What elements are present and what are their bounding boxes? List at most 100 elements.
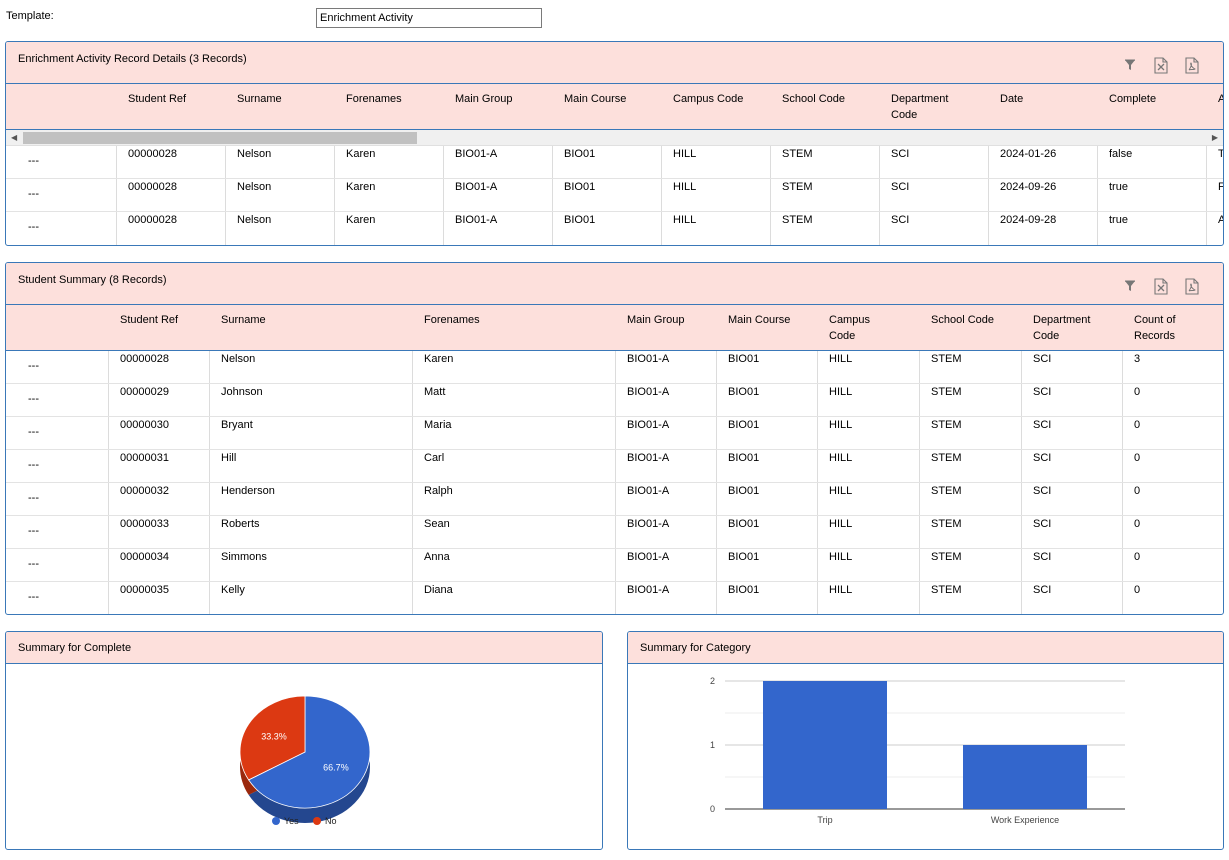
cell-school-code: STEM	[931, 485, 962, 497]
table-row[interactable]: --- 00000028 Nelson Karen BIO01-A BIO01 HILL ST…	[6, 351, 1223, 384]
column-header-complete[interactable]: Complete	[1109, 93, 1157, 105]
table-row[interactable]: --- 00000031 Hill Carl BIO01-A BIO01 HILL STEM S…	[6, 450, 1223, 483]
pie-data-label-no: 33.3%	[261, 732, 287, 742]
student-summary-header: Student Summary (8 Records)	[6, 263, 1223, 305]
row-marker[interactable]: ---	[28, 492, 39, 504]
column-header-student-ref[interactable]: Student Ref	[120, 314, 179, 326]
column-header-main-course[interactable]: Main Course	[564, 93, 627, 105]
column-divider	[879, 179, 880, 211]
column-divider	[879, 212, 880, 245]
column-divider	[615, 384, 616, 416]
cell-main-course: BIO01	[564, 214, 596, 226]
column-header-count-of-records[interactable]: Count of Records	[1134, 314, 1176, 342]
pie-slice-yes[interactable]	[248, 695, 371, 809]
column-header-main-group[interactable]: Main Group	[455, 93, 513, 105]
cell-school-code: STEM	[931, 419, 962, 431]
cell-campus-code: HILL	[829, 551, 853, 563]
pdf-export-icon[interactable]	[1183, 56, 1201, 74]
column-divider	[1206, 212, 1207, 245]
row-marker[interactable]: ---	[28, 459, 39, 471]
cell-surname: Bryant	[221, 419, 253, 431]
scroll-left-arrow-icon[interactable]: ◀	[11, 133, 18, 142]
cell-forenames: Carl	[424, 452, 445, 464]
filter-icon[interactable]	[1121, 277, 1139, 295]
column-divider	[443, 146, 444, 178]
record-details-horizontal-scrollbar[interactable]: ◀ ▶	[6, 130, 1223, 146]
column-header-department-code[interactable]: Department Code	[891, 93, 949, 121]
column-header-campus-code[interactable]: Campus Code	[829, 314, 870, 342]
column-divider	[817, 417, 818, 449]
table-row[interactable]: --- 00000028 Nelson Karen BIO01-A BIO01 HILL ST…	[6, 179, 1223, 212]
column-divider	[412, 549, 413, 581]
column-divider	[225, 179, 226, 211]
filter-icon[interactable]	[1121, 56, 1139, 74]
column-divider	[209, 516, 210, 548]
column-header-surname[interactable]: Surname	[237, 93, 282, 105]
column-header-date[interactable]: Date	[1000, 93, 1024, 105]
column-header-forenames[interactable]: Forenames	[424, 314, 480, 326]
bar-trip[interactable]	[763, 681, 887, 809]
template-input[interactable]	[316, 8, 542, 28]
bar-work-experience[interactable]	[963, 745, 1087, 809]
table-row[interactable]: --- 00000033 Roberts Sean BIO01-A BIO01 HILL ST…	[6, 516, 1223, 549]
row-marker[interactable]: ---	[28, 525, 39, 537]
table-row[interactable]: --- 00000030 Bryant Maria BIO01-A BIO01 HILL ST…	[6, 417, 1223, 450]
y-tick-label: 1	[710, 740, 715, 750]
row-marker[interactable]: ---	[28, 591, 39, 603]
excel-export-icon[interactable]	[1152, 56, 1170, 74]
row-marker[interactable]: ---	[28, 221, 39, 233]
cell-school-code: STEM	[931, 551, 962, 563]
column-divider	[116, 179, 117, 211]
column-header-school-code[interactable]: School Code	[931, 314, 994, 326]
row-marker[interactable]: ---	[28, 360, 39, 372]
row-marker[interactable]: ---	[28, 188, 39, 200]
cell-main-course: BIO01	[728, 353, 760, 365]
column-divider	[334, 146, 335, 178]
scroll-right-arrow-icon[interactable]: ▶	[1211, 133, 1218, 142]
column-divider	[108, 483, 109, 515]
table-row[interactable]: --- 00000029 Johnson Matt BIO01-A BIO01 HILL ST…	[6, 384, 1223, 417]
column-header-main-group[interactable]: Main Group	[627, 314, 685, 326]
cell-campus-code: HILL	[673, 214, 697, 226]
row-marker[interactable]: ---	[28, 155, 39, 167]
table-row[interactable]: --- 00000028 Nelson Karen BIO01-A BIO01 HILL ST…	[6, 146, 1223, 179]
x-tick-label-work-experience: Work Experience	[991, 815, 1059, 825]
cell-surname: Nelson	[221, 353, 256, 365]
column-header-a[interactable]: A	[1218, 91, 1223, 107]
column-divider	[919, 483, 920, 515]
column-header-main-course[interactable]: Main Course	[728, 314, 791, 326]
scrollbar-thumb[interactable]	[23, 132, 417, 144]
cell-complete: true	[1109, 181, 1128, 193]
pdf-export-icon[interactable]	[1183, 277, 1201, 295]
table-row[interactable]: --- 00000032 Henderson Ralph BIO01-A BIO01 HIL…	[6, 483, 1223, 516]
column-divider	[1021, 582, 1022, 614]
column-header-school-code[interactable]: School Code	[782, 93, 845, 105]
column-header-campus-code[interactable]: Campus Code	[673, 93, 744, 105]
column-header-forenames[interactable]: Forenames	[346, 93, 402, 105]
pie-slice-no[interactable]	[239, 695, 306, 781]
column-divider	[716, 516, 717, 548]
row-marker[interactable]: ---	[28, 426, 39, 438]
legend-label-no[interactable]: No	[325, 816, 337, 826]
column-header-surname[interactable]: Surname	[221, 314, 266, 326]
table-row[interactable]: --- 00000028 Nelson Karen BIO01-A BIO01 HILL ST…	[6, 212, 1223, 245]
row-marker[interactable]: ---	[28, 393, 39, 405]
column-divider	[817, 483, 818, 515]
cell-forenames: Anna	[424, 551, 450, 563]
cell-student-ref: 00000028	[120, 353, 169, 365]
table-row[interactable]: --- 00000034 Simmons Anna BIO01-A BIO01 HILL ST…	[6, 549, 1223, 582]
legend-label-yes[interactable]: Yes	[284, 816, 299, 826]
column-divider	[817, 384, 818, 416]
column-divider	[817, 351, 818, 383]
cell-a: F	[1206, 179, 1223, 212]
cell-count-of-records: 0	[1134, 518, 1141, 530]
column-header-student-ref[interactable]: Student Ref	[128, 93, 187, 105]
cell-student-ref: 00000030	[120, 419, 169, 431]
column-header-department-code[interactable]: Department Code	[1033, 314, 1091, 342]
column-divider	[615, 582, 616, 614]
row-marker[interactable]: ---	[28, 558, 39, 570]
column-divider	[108, 450, 109, 482]
table-row[interactable]: --- 00000035 Kelly Diana BIO01-A BIO01 HILL STE…	[6, 582, 1223, 614]
cell-complete: false	[1109, 148, 1133, 160]
excel-export-icon[interactable]	[1152, 277, 1170, 295]
